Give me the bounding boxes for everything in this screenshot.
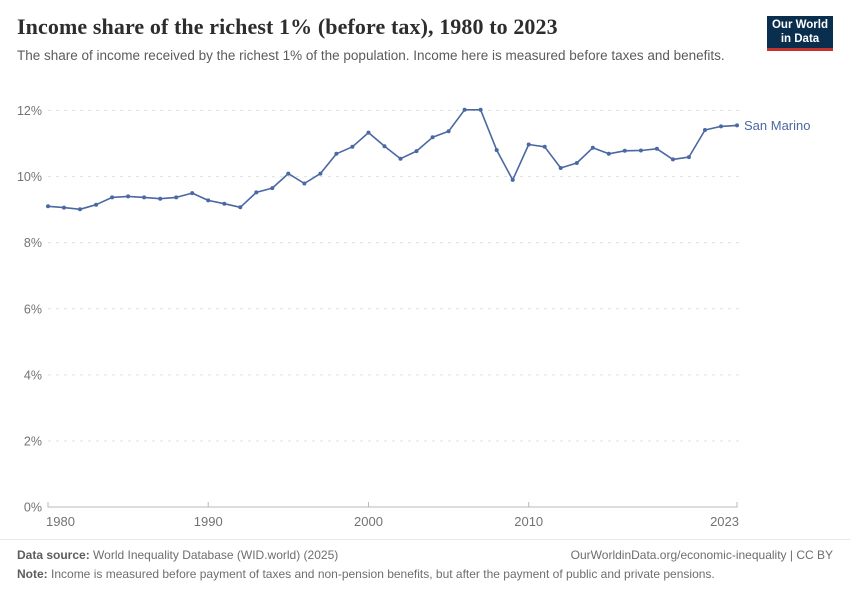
y-axis-tick-label: 0% [24, 501, 42, 515]
line-chart: 0% 2% 4% 6% 8% 10% 12% 1980 1990 2000 2010 2023 San … [17, 104, 811, 529]
data-point-marker[interactable] [703, 128, 707, 132]
data-point-marker[interactable] [302, 181, 307, 186]
data-point-marker[interactable] [94, 202, 99, 207]
data-point-marker[interactable] [270, 186, 275, 191]
data-point-marker[interactable] [238, 205, 243, 210]
data-point-marker[interactable] [110, 195, 115, 200]
data-source: Data source: World Inequality Database (… [17, 548, 338, 562]
data-point-marker[interactable] [206, 198, 211, 203]
data-point-marker[interactable] [62, 205, 66, 210]
data-point-marker[interactable] [318, 171, 323, 176]
x-axis-tick-label: 1980 [46, 514, 75, 529]
owid-logo-line1: Our World [771, 18, 828, 31]
owid-logo[interactable]: Our World in Data [767, 16, 833, 51]
data-point-marker[interactable] [414, 149, 419, 154]
owid-logo-line2: in Data [780, 33, 820, 45]
chart-header: Income share of the richest 1% (before t… [17, 14, 833, 66]
y-axis-tick-label: 6% [24, 302, 42, 316]
page-title: Income share of the richest 1% (before t… [17, 14, 558, 39]
data-point-marker[interactable] [478, 107, 483, 112]
data-point-marker[interactable] [430, 135, 435, 140]
x-axis-line [47, 502, 738, 508]
y-axis-tick-label: 10% [17, 170, 42, 184]
x-axis-tick-label: 1990 [194, 514, 223, 529]
data-point-marker[interactable] [574, 161, 579, 165]
chart-note: Note: Income is measured before payment … [17, 567, 715, 581]
data-point-marker[interactable] [398, 156, 403, 161]
data-point-marker[interactable] [158, 196, 163, 201]
data-point-marker[interactable] [254, 190, 259, 195]
x-axis-tick-label: 2010 [514, 514, 543, 529]
data-point-marker[interactable] [622, 148, 627, 153]
y-axis-tick-label: 2% [24, 434, 42, 448]
data-point-marker[interactable] [654, 146, 659, 151]
data-point-marker[interactable] [350, 144, 355, 149]
data-source-text: World Inequality Database (WID.world) (2… [89, 548, 339, 562]
data-point-marker[interactable] [446, 129, 451, 134]
data-point-marker[interactable] [494, 148, 499, 153]
data-point-marker[interactable] [606, 151, 611, 156]
chart-subtitle: The share of income received by the rich… [17, 48, 725, 63]
note-text: Income is measured before payment of tax… [47, 567, 715, 581]
data-point-marker[interactable] [510, 177, 515, 182]
y-axis-tick-label: 12% [17, 104, 42, 118]
owid-url-link[interactable]: OurWorldinData.org/economic-inequality |… [570, 548, 833, 562]
data-point-marker[interactable] [78, 207, 82, 212]
data-point-marker[interactable] [190, 191, 195, 196]
y-axis-tick-label: 8% [24, 236, 42, 250]
data-point-marker[interactable] [462, 107, 467, 112]
data-point-marker[interactable] [719, 124, 723, 129]
data-point-marker[interactable] [286, 171, 291, 176]
data-point-marker[interactable] [670, 157, 675, 162]
x-axis-tick-label: 2023 [710, 514, 739, 529]
chart-footer: Data source: World Inequality Database (… [0, 539, 850, 586]
series-entity-label[interactable]: San Marino [744, 118, 810, 133]
data-point-marker[interactable] [222, 201, 227, 206]
data-point-marker[interactable] [686, 155, 691, 160]
note-label: Note: [17, 567, 48, 581]
data-source-label: Data source: [17, 548, 90, 562]
data-point-marker[interactable] [366, 130, 371, 135]
data-point-marker[interactable] [174, 195, 179, 200]
data-point-marker[interactable] [46, 204, 50, 209]
data-point-marker[interactable] [526, 142, 531, 147]
y-axis-tick-label: 4% [24, 368, 42, 382]
data-point-marker[interactable] [142, 195, 147, 200]
data-point-marker[interactable] [558, 166, 563, 170]
series-san-marino[interactable] [46, 107, 739, 212]
data-point-marker[interactable] [735, 123, 739, 128]
series-line[interactable] [47, 109, 738, 211]
data-point-marker[interactable] [590, 145, 595, 150]
x-axis-tick-label: 2000 [354, 514, 383, 529]
data-point-marker[interactable] [638, 148, 643, 153]
data-point-marker[interactable] [382, 144, 387, 149]
data-point-marker[interactable] [542, 144, 547, 149]
data-point-marker[interactable] [126, 194, 131, 199]
data-point-marker[interactable] [334, 151, 339, 156]
